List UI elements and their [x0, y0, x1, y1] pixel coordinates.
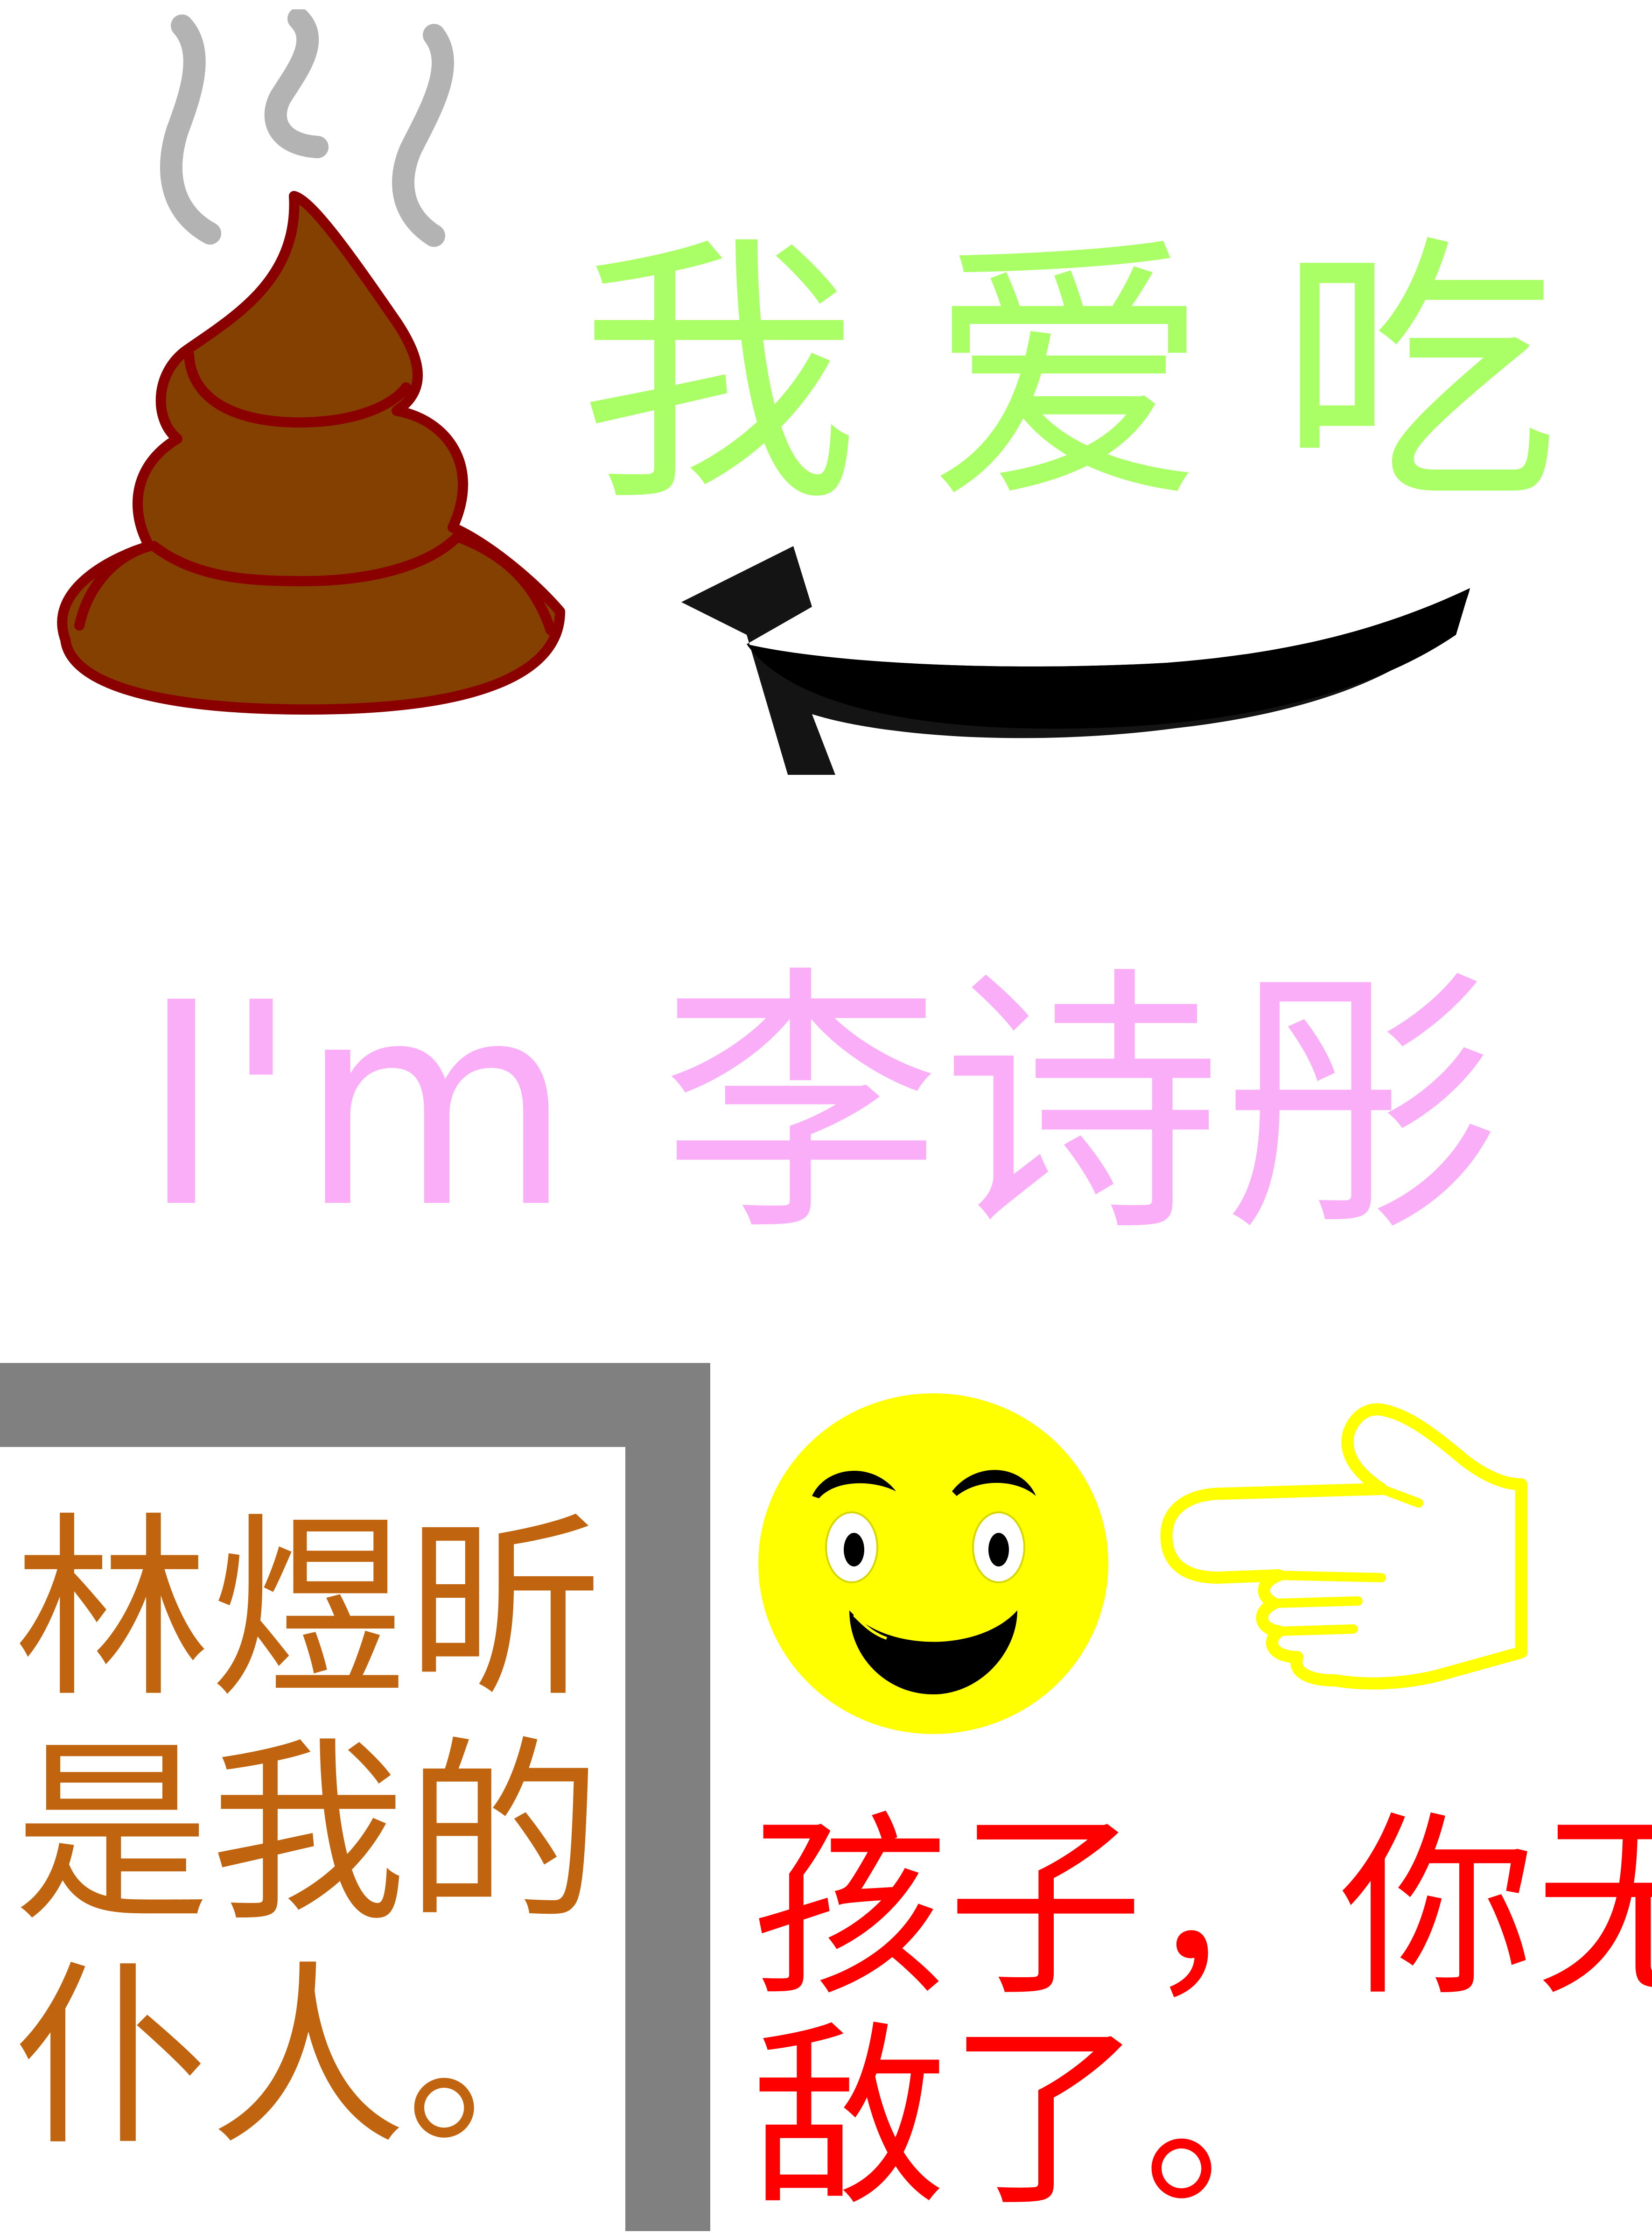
poop-icon: [57, 191, 565, 715]
servant-note-line-1: 林煜昕: [14, 1496, 602, 1724]
invincible-note-line-2: 敌了。: [751, 2005, 1339, 2233]
heading-name: I'm 李诗彤: [140, 943, 1502, 1269]
invincible-note-line-1: 孩子，你无: [751, 1795, 1652, 2023]
smiley-face-icon: [758, 1393, 1108, 1734]
pointing-hand-icon: [1160, 1403, 1527, 1690]
servant-note-line-3: 仆人。: [14, 1944, 602, 2172]
steam-icon: [160, 9, 454, 247]
curved-arrow-icon: [681, 546, 1470, 775]
heading-love: 我爱吃: [579, 212, 1629, 539]
panel-inner: [0, 1447, 625, 2231]
servant-note-line-2: 是我的: [14, 1720, 602, 1948]
